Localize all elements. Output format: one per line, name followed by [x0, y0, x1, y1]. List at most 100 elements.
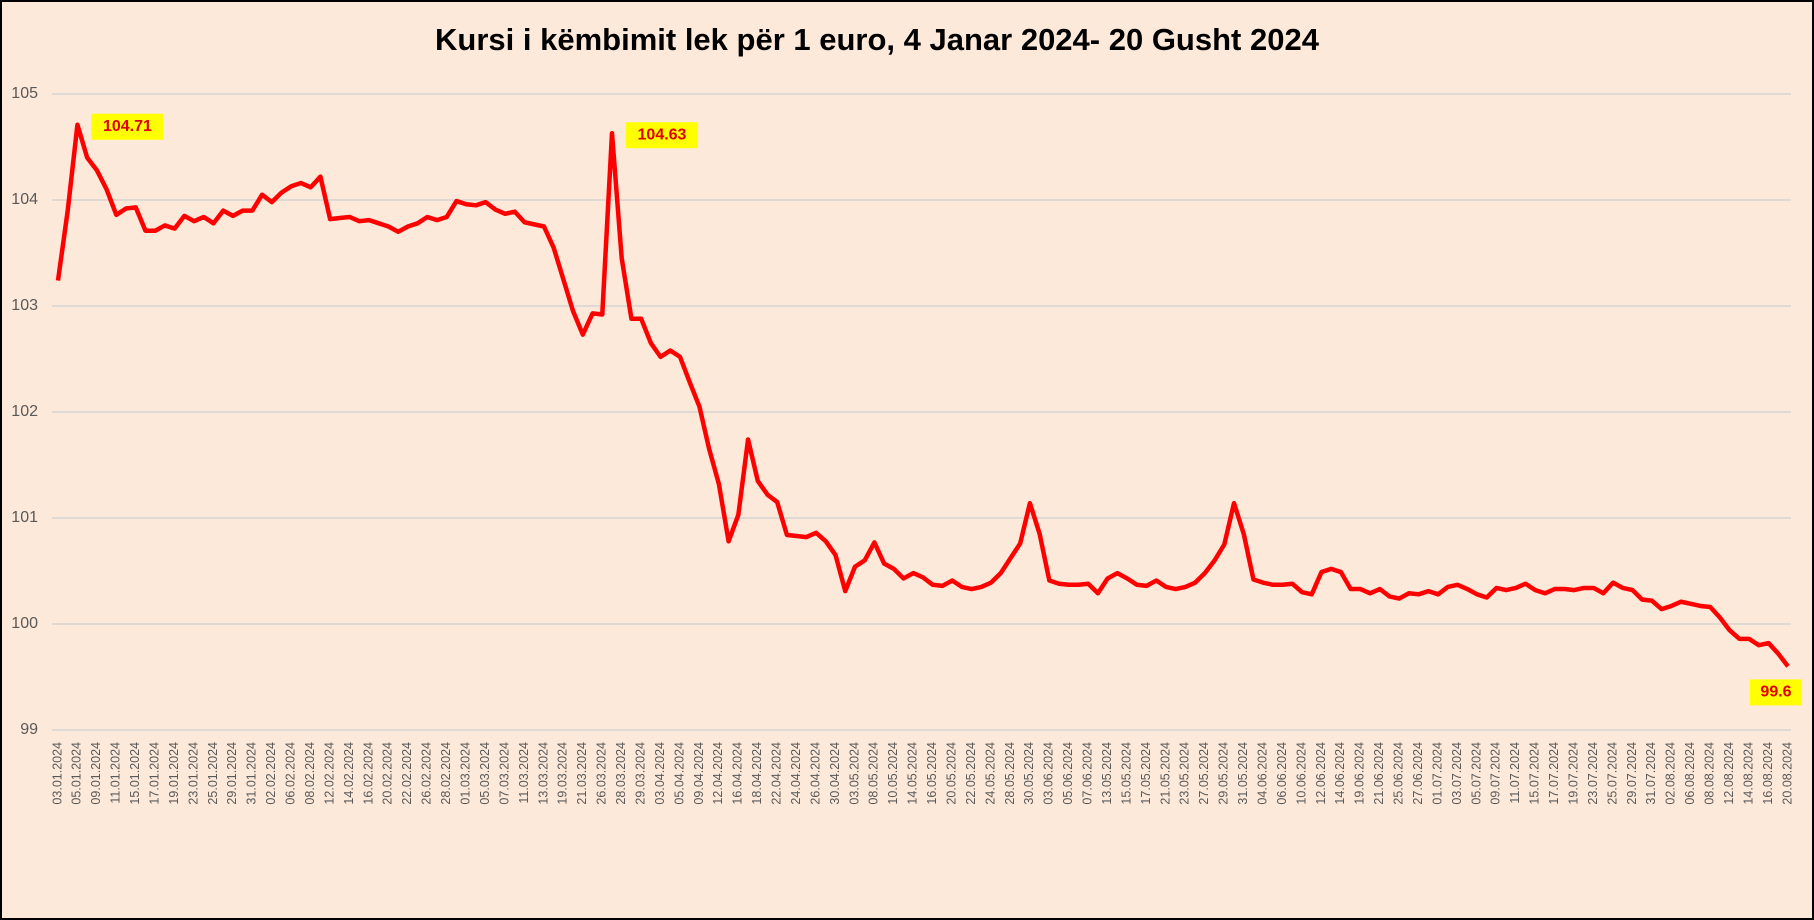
x-tick-label: 03.01.2024: [50, 742, 64, 805]
x-tick-label: 05.03.2024: [478, 742, 492, 805]
x-tick-label: 24.05.2024: [983, 742, 997, 805]
x-tick-label: 03.04.2024: [653, 742, 667, 805]
x-tick-label: 11.03.2024: [517, 742, 531, 804]
x-tick-label: 28.02.2024: [439, 742, 453, 805]
x-tick-label: 12.02.2024: [322, 742, 336, 805]
x-tick-label: 11.01.2024: [109, 742, 123, 804]
x-tick-label: 01.07.2024: [1430, 742, 1444, 805]
x-tick-label: 20.02.2024: [381, 742, 395, 805]
x-tick-label: 17.01.2024: [147, 742, 161, 805]
x-tick-label: 30.04.2024: [828, 742, 842, 805]
x-tick-label: 31.05.2024: [1236, 742, 1250, 805]
x-tick-label: 08.08.2024: [1703, 742, 1717, 805]
x-tick-label: 27.06.2024: [1411, 742, 1425, 805]
x-tick-label: 26.03.2024: [595, 742, 609, 805]
x-tick-label: 26.02.2024: [420, 742, 434, 805]
x-tick-label: 15.05.2024: [1119, 742, 1133, 805]
chart-title: Kursi i këmbimit lek për 1 euro, 4 Janar…: [435, 22, 1320, 57]
x-tick-label: 23.07.2024: [1586, 742, 1600, 805]
x-tick-label: 03.05.2024: [847, 742, 861, 805]
x-tick-label: 26.04.2024: [808, 742, 822, 805]
x-tick-label: 09.07.2024: [1489, 742, 1503, 805]
x-tick-label: 19.07.2024: [1566, 742, 1580, 805]
y-tick-label: 103: [11, 297, 38, 314]
y-tick-label: 99: [20, 721, 38, 738]
data-label-bg: [91, 113, 164, 140]
x-tick-label: 21.03.2024: [575, 742, 589, 805]
x-tick-label: 15.01.2024: [128, 742, 142, 805]
x-tick-label: 14.08.2024: [1741, 742, 1755, 805]
x-tick-label: 01.03.2024: [458, 742, 472, 805]
x-tick-label: 02.08.2024: [1664, 742, 1678, 805]
x-tick-label: 10.06.2024: [1294, 742, 1308, 805]
x-tick-label: 18.04.2024: [750, 742, 764, 805]
data-label: 104.63: [638, 126, 687, 143]
y-tick-label: 101: [11, 509, 38, 526]
x-tick-label: 21.06.2024: [1372, 742, 1386, 805]
x-tick-label: 05.01.2024: [70, 742, 84, 805]
x-tick-label: 29.03.2024: [633, 742, 647, 805]
y-tick-label: 102: [11, 403, 38, 420]
x-tick-label: 13.05.2024: [1100, 742, 1114, 805]
x-tick-label: 19.06.2024: [1353, 742, 1367, 805]
data-label-bg: [625, 122, 698, 149]
x-tick-label: 08.02.2024: [303, 742, 317, 805]
data-label: 104.71: [103, 118, 152, 135]
x-tick-label: 07.06.2024: [1081, 742, 1095, 805]
x-tick-label: 31.07.2024: [1644, 742, 1658, 805]
x-tick-label: 15.07.2024: [1528, 742, 1542, 805]
x-tick-label: 21.05.2024: [1158, 742, 1172, 805]
x-tick-label: 03.07.2024: [1450, 742, 1464, 805]
x-tick-label: 28.05.2024: [1003, 742, 1017, 805]
x-tick-label: 14.05.2024: [906, 742, 920, 805]
x-tick-label: 17.07.2024: [1547, 742, 1561, 805]
x-tick-label: 17.05.2024: [1139, 742, 1153, 805]
x-tick-label: 16.05.2024: [925, 742, 939, 805]
x-tick-label: 23.01.2024: [186, 742, 200, 805]
x-tick-label: 02.02.2024: [264, 742, 278, 805]
x-tick-label: 06.06.2024: [1275, 742, 1289, 805]
x-tick-label: 05.07.2024: [1469, 742, 1483, 805]
x-tick-label: 22.04.2024: [770, 742, 784, 805]
x-tick-label: 09.01.2024: [89, 742, 103, 805]
x-tick-label: 12.04.2024: [711, 742, 725, 805]
x-tick-label: 12.06.2024: [1314, 742, 1328, 805]
x-tick-label: 29.05.2024: [1217, 742, 1231, 805]
x-tick-label: 16.02.2024: [361, 742, 375, 805]
x-tick-label: 13.03.2024: [536, 742, 550, 805]
x-tick-label: 19.03.2024: [556, 742, 570, 805]
x-tick-label: 25.07.2024: [1605, 742, 1619, 805]
data-label: 99.6: [1760, 684, 1791, 701]
x-tick-label: 11.07.2024: [1508, 742, 1522, 804]
x-tick-label: 19.01.2024: [167, 742, 181, 805]
x-tick-label: 29.07.2024: [1625, 742, 1639, 805]
line-series: [55, 122, 1790, 668]
x-tick-label: 10.05.2024: [886, 742, 900, 805]
x-tick-label: 22.02.2024: [400, 742, 414, 805]
x-tick-label: 27.05.2024: [1197, 742, 1211, 805]
x-tick-label: 28.03.2024: [614, 742, 628, 805]
x-tick-label: 12.08.2024: [1722, 742, 1736, 805]
x-tick-label: 16.08.2024: [1761, 742, 1775, 805]
data-label-bg: [1750, 679, 1802, 706]
x-tick-label: 03.06.2024: [1042, 742, 1056, 805]
x-tick-label: 20.05.2024: [944, 742, 958, 805]
x-tick-label: 09.04.2024: [692, 742, 706, 805]
x-tick-label: 07.03.2024: [497, 742, 511, 805]
x-tick-label: 29.01.2024: [225, 742, 239, 805]
x-tick-label: 20.08.2024: [1780, 742, 1794, 805]
x-tick-label: 16.04.2024: [731, 742, 745, 805]
x-tick-label: 30.05.2024: [1022, 742, 1036, 805]
x-tick-label: 04.06.2024: [1255, 742, 1269, 805]
x-tick-label: 05.04.2024: [672, 742, 686, 805]
x-tick-label: 06.02.2024: [284, 742, 298, 805]
x-tick-label: 06.08.2024: [1683, 742, 1697, 805]
x-tick-label: 22.05.2024: [964, 742, 978, 805]
x-tick-label: 24.04.2024: [789, 742, 803, 805]
x-tick-label: 25.01.2024: [206, 742, 220, 805]
y-tick-label: 105: [11, 85, 38, 102]
y-tick-label: 104: [11, 191, 38, 208]
x-tick-label: 14.06.2024: [1333, 742, 1347, 805]
